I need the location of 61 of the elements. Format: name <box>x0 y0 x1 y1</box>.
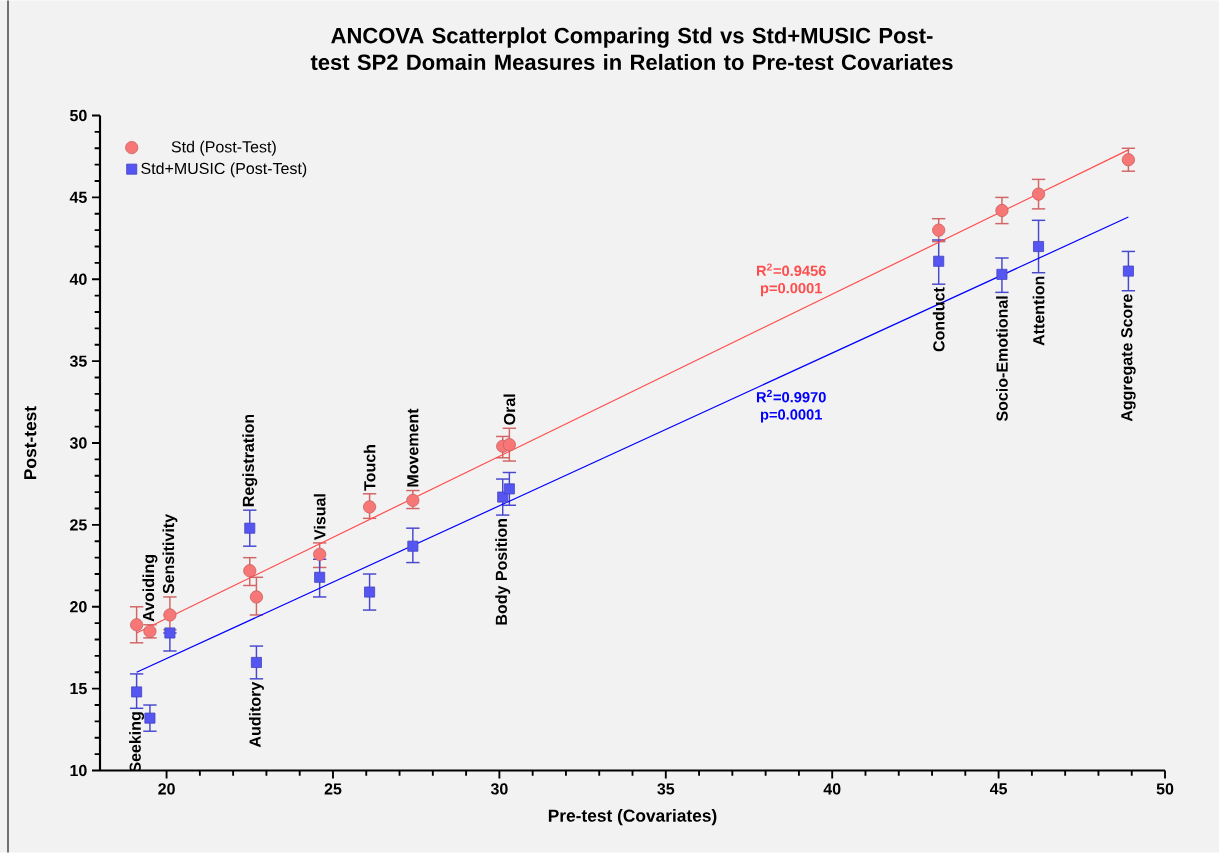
point <box>1032 187 1046 201</box>
y-tick-label: 35 <box>69 355 87 367</box>
point <box>406 493 420 507</box>
x-tick-label: 25 <box>324 783 342 795</box>
point <box>932 223 946 237</box>
chart-title: ANCOVA Scatterplot Comparing Std vs Std+MUSIC Post-test SP2 Domain Measures in Relation to Pre-test Covariates <box>310 27 953 71</box>
x-tick-label: 50 <box>1156 783 1174 795</box>
y-tick-label: 50 <box>70 109 87 122</box>
point <box>995 203 1009 218</box>
annotation: Touch <box>363 445 376 491</box>
point <box>364 586 376 598</box>
point <box>1122 265 1134 277</box>
annotation: Conduct <box>932 287 945 352</box>
point <box>1121 153 1135 167</box>
point <box>314 571 326 583</box>
y-tick-label: 30 <box>69 437 87 449</box>
x-tick-label: 30 <box>490 783 508 795</box>
annotation: Seeking <box>129 712 145 773</box>
point <box>313 547 327 561</box>
y-tick-label: 15 <box>70 683 87 695</box>
point <box>363 500 377 514</box>
point <box>243 564 257 578</box>
point <box>996 268 1008 280</box>
y-tick-label: 25 <box>70 519 87 531</box>
point <box>163 608 177 622</box>
point <box>131 686 143 698</box>
x-tick-label: 35 <box>657 783 675 795</box>
annotation: Avoiding <box>142 555 158 622</box>
point <box>130 618 144 632</box>
annotation: Aggregate Score <box>1121 294 1136 422</box>
x-tick-label: 40 <box>823 783 841 795</box>
point <box>503 483 515 495</box>
y-tick-label: 40 <box>69 273 87 285</box>
y-tick-label: 20 <box>70 601 87 613</box>
annotation: Auditory <box>248 681 264 748</box>
annotation: Oral <box>503 394 516 425</box>
annotation: Registration <box>242 414 258 507</box>
point <box>1033 241 1045 252</box>
annotation: Attention <box>1032 276 1045 346</box>
point <box>144 712 156 724</box>
y-tick-label: 10 <box>70 764 87 777</box>
legend-label: Std+MUSIC (Post-Test) <box>141 162 307 178</box>
x-axis-title: Pre-test (Covariates) <box>548 809 717 826</box>
x-tick-label: 20 <box>158 783 175 795</box>
annotation: Body Position <box>495 518 511 625</box>
series-label: R$^{2}$=0.9970 p=0.0001 <box>756 389 826 423</box>
legend-label: Std (Post-Test) <box>171 140 276 156</box>
point <box>933 255 945 267</box>
x-tick-label: 45 <box>989 783 1008 795</box>
point <box>407 540 419 552</box>
point <box>250 656 262 668</box>
annotation: Sensitivity <box>162 514 178 594</box>
point <box>164 627 176 639</box>
series-label: R$^{2}$=0.9456 p=0.0001 <box>756 263 826 297</box>
y-tick-label: 45 <box>69 191 87 203</box>
annotation: Socio-Emotional <box>996 296 1008 422</box>
y-axis-title: Post-test <box>24 406 37 479</box>
point <box>244 522 256 534</box>
point <box>249 590 263 604</box>
annotation: Movement <box>407 408 419 487</box>
annotation: Visual <box>313 494 326 540</box>
